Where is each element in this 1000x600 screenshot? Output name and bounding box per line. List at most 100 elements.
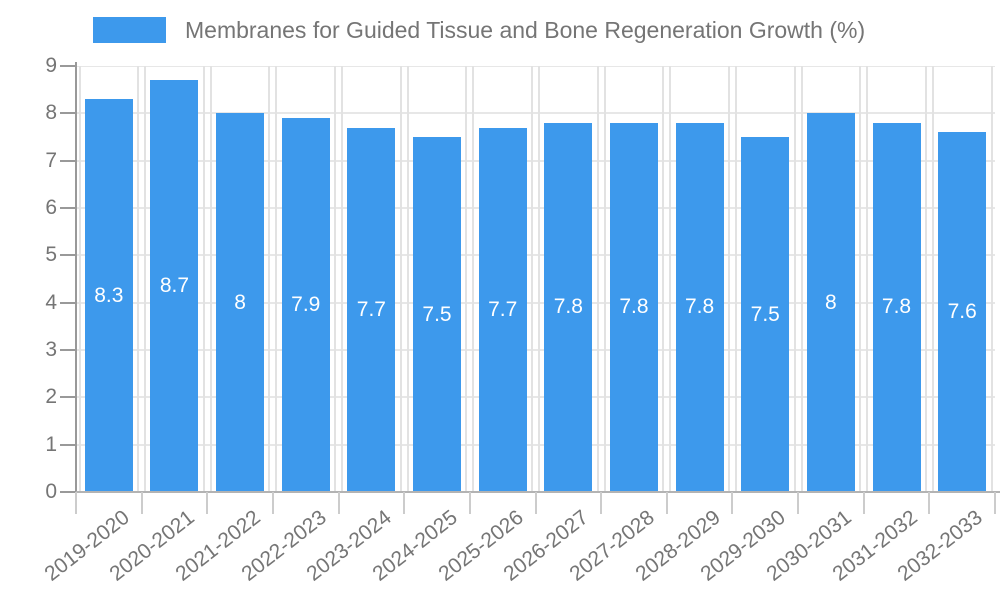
y-axis-tick bbox=[60, 254, 76, 257]
bar[interactable] bbox=[478, 127, 527, 492]
bar-value-label: 8.3 bbox=[94, 283, 124, 307]
bar[interactable] bbox=[872, 122, 921, 492]
bar[interactable] bbox=[544, 122, 593, 492]
gridline-vertical bbox=[603, 66, 606, 492]
y-axis-tick bbox=[60, 491, 76, 493]
y-axis-tick bbox=[60, 349, 76, 351]
bar[interactable] bbox=[150, 80, 199, 492]
x-axis-tick bbox=[994, 492, 996, 514]
bar-value-label: 7.8 bbox=[619, 295, 649, 319]
x-axis-tick bbox=[468, 492, 471, 514]
y-axis-tick bbox=[60, 301, 76, 304]
x-axis-tick bbox=[797, 492, 800, 514]
bar[interactable] bbox=[347, 127, 396, 492]
x-axis-tick bbox=[75, 492, 77, 514]
bar-value-label: 7.7 bbox=[488, 297, 518, 321]
y-tick-label: 4 bbox=[45, 290, 57, 314]
x-axis-tick bbox=[271, 492, 274, 514]
plot-area: 8.3 8.7 8 7.9 7.7 7.5 7.7 7.8 7.8 7.8 7.5 8 7.8 7.6 bbox=[76, 66, 995, 492]
gridline-horizontal bbox=[76, 254, 995, 257]
bar[interactable] bbox=[806, 113, 855, 492]
bar[interactable] bbox=[413, 137, 462, 492]
bar[interactable] bbox=[216, 113, 265, 492]
gridline-vertical bbox=[538, 66, 540, 492]
x-axis-tick bbox=[403, 492, 406, 514]
gridline-vertical bbox=[465, 66, 468, 492]
gridline-horizontal bbox=[76, 112, 995, 115]
gridline-horizontal bbox=[76, 66, 995, 67]
y-tick-label: 6 bbox=[45, 196, 57, 219]
bar-value-label: 7.5 bbox=[750, 302, 780, 326]
gridline-horizontal bbox=[76, 159, 995, 162]
bar-value-label: 7.9 bbox=[291, 293, 321, 317]
gridline-vertical bbox=[137, 66, 140, 492]
gridline-vertical bbox=[334, 66, 337, 492]
chart-title: Membranes for Guided Tissue and Bone Reg… bbox=[185, 17, 866, 43]
gridline-vertical bbox=[144, 66, 147, 492]
gridline-vertical bbox=[268, 66, 271, 492]
gridline-horizontal bbox=[76, 301, 995, 304]
gridline-vertical bbox=[662, 66, 665, 492]
x-axis-tick bbox=[337, 492, 340, 514]
y-axis-tick bbox=[60, 443, 76, 446]
bar[interactable] bbox=[84, 99, 133, 492]
x-axis-tick bbox=[928, 492, 931, 514]
gridline-vertical bbox=[209, 66, 212, 492]
y-axis-tick bbox=[60, 159, 76, 162]
x-axis-line bbox=[60, 491, 1000, 493]
gridline-vertical bbox=[406, 66, 409, 492]
gridline-vertical bbox=[924, 66, 927, 492]
bar-value-label: 8.7 bbox=[159, 274, 190, 298]
y-axis-tick bbox=[60, 396, 76, 399]
gridline-vertical bbox=[531, 66, 533, 492]
y-axis-line bbox=[75, 62, 77, 492]
bar-value-label: 7.6 bbox=[947, 300, 977, 324]
x-axis-tick bbox=[665, 492, 668, 514]
gridline-horizontal bbox=[76, 207, 995, 209]
x-axis-tick bbox=[206, 492, 209, 514]
gridline-vertical bbox=[866, 66, 869, 492]
bar[interactable] bbox=[609, 122, 658, 492]
bar-value-label: 8 bbox=[234, 290, 246, 314]
y-tick-label: 1 bbox=[45, 432, 57, 456]
chart-legend: Membranes for Guided Tissue and Bone Reg… bbox=[93, 17, 865, 43]
bar[interactable] bbox=[675, 122, 724, 492]
y-tick-label: 3 bbox=[45, 338, 57, 361]
y-axis-tick bbox=[60, 112, 76, 115]
bar-value-label: 7.8 bbox=[684, 295, 715, 319]
y-axis-tick bbox=[60, 65, 76, 67]
gridline-vertical bbox=[472, 66, 475, 492]
bar[interactable] bbox=[281, 118, 330, 492]
y-tick-label: 8 bbox=[45, 101, 57, 125]
gridline-vertical bbox=[275, 66, 278, 492]
gridline-vertical bbox=[78, 66, 81, 492]
gridline-horizontal bbox=[76, 443, 995, 446]
bar[interactable] bbox=[741, 137, 790, 492]
gridline-vertical bbox=[931, 66, 934, 492]
y-tick-label: 7 bbox=[45, 148, 57, 172]
gridline-vertical bbox=[800, 66, 803, 492]
bar-value-label: 7.8 bbox=[553, 295, 583, 319]
y-tick-label: 2 bbox=[45, 385, 57, 409]
x-axis-tick bbox=[534, 492, 537, 514]
gridline-horizontal bbox=[76, 349, 995, 351]
bar-value-label: 7.7 bbox=[356, 297, 386, 321]
gridline-horizontal bbox=[76, 396, 995, 399]
x-axis-tick bbox=[140, 492, 143, 514]
gridline-vertical bbox=[596, 66, 599, 492]
y-axis-tick bbox=[60, 207, 76, 209]
gridline-vertical bbox=[399, 66, 402, 492]
x-axis-tick bbox=[600, 492, 603, 514]
y-tick-label: 9 bbox=[45, 54, 57, 77]
gridline-vertical bbox=[793, 66, 796, 492]
bar-value-label: 7.8 bbox=[881, 295, 912, 319]
gridline-vertical bbox=[202, 66, 205, 492]
gridline-vertical bbox=[341, 66, 344, 492]
legend-swatch bbox=[93, 17, 166, 43]
bar[interactable] bbox=[938, 132, 987, 492]
gridline-vertical bbox=[669, 66, 672, 492]
x-axis-tick bbox=[731, 492, 734, 514]
bar-value-label: 8 bbox=[825, 290, 837, 314]
gridline-vertical bbox=[859, 66, 862, 492]
gridline-vertical bbox=[727, 66, 730, 492]
